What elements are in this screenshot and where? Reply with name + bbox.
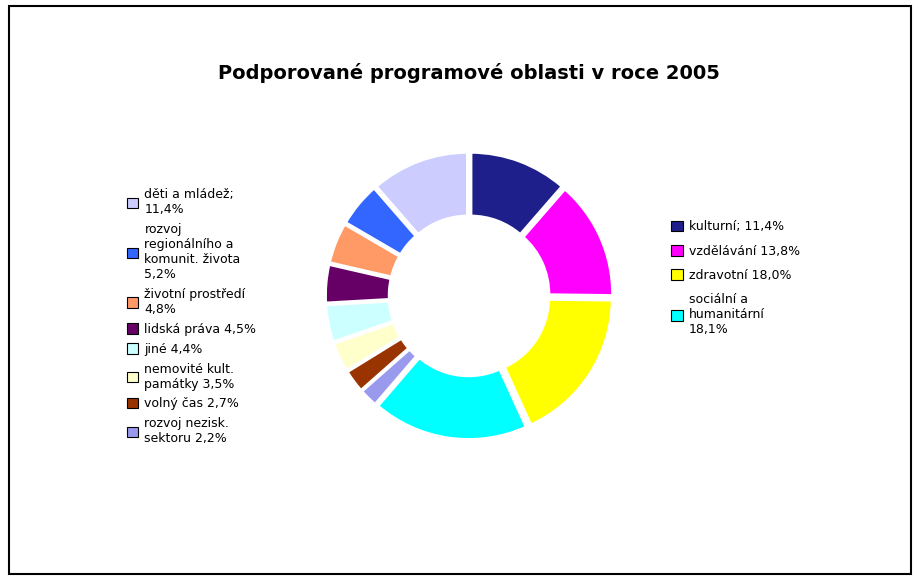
Wedge shape bbox=[329, 224, 400, 277]
Wedge shape bbox=[376, 152, 467, 235]
Wedge shape bbox=[324, 264, 391, 303]
Wedge shape bbox=[346, 338, 409, 391]
Title: Podporované programové oblasti v roce 2005: Podporované programové oblasti v roce 20… bbox=[218, 63, 720, 83]
Wedge shape bbox=[361, 349, 416, 405]
Wedge shape bbox=[377, 357, 526, 440]
Wedge shape bbox=[333, 322, 401, 371]
Wedge shape bbox=[504, 299, 612, 425]
Wedge shape bbox=[522, 188, 612, 296]
Wedge shape bbox=[471, 152, 562, 235]
Legend: kulturní; 11,4%, vzdělávání 13,8%, zdravotní 18,0%, sociální a
humanitární
18,1%: kulturní; 11,4%, vzdělávání 13,8%, zdrav… bbox=[667, 217, 803, 340]
Wedge shape bbox=[345, 188, 416, 255]
Wedge shape bbox=[325, 301, 393, 342]
